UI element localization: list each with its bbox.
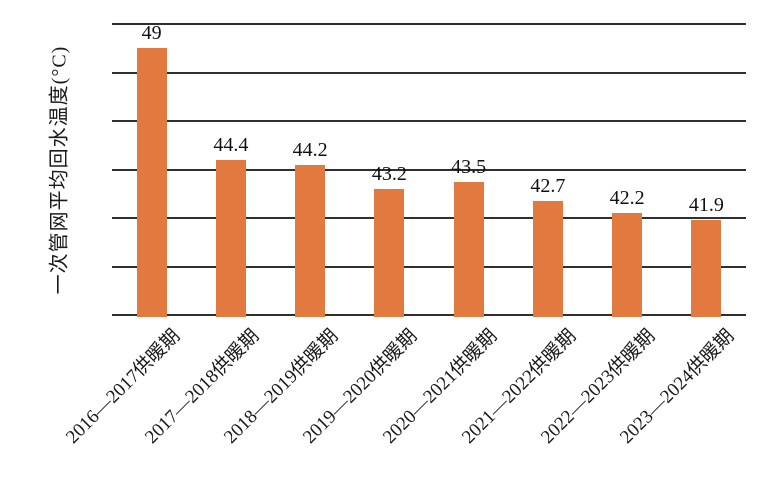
bar-2023—2024供暖期 <box>691 220 722 317</box>
bar-2017—2018供暖期 <box>215 159 246 317</box>
bar-value-label: 44.4 <box>213 133 249 156</box>
gridline-y-50 <box>112 23 746 25</box>
bar-value-label: 43.2 <box>371 162 407 185</box>
bar-value-label: 42.2 <box>609 187 645 210</box>
x-axis: 2016—2017供暖期 2017—2018供暖期 2018—2019供暖期 2019… <box>62 316 746 476</box>
bar-2020—2021供暖期 <box>453 181 484 317</box>
bar-value-label: 42.7 <box>530 175 566 198</box>
gridline-y-48 <box>112 71 746 74</box>
bar-2022—2023供暖期 <box>612 213 643 317</box>
y-axis-label: 一次管网平均回水温度(°C) <box>48 45 71 295</box>
bar-2016—2017供暖期 <box>136 48 167 317</box>
bar-2018—2019供暖期 <box>295 164 326 317</box>
gridline-y-42 <box>112 217 746 219</box>
bar-value-label: 44.2 <box>292 138 328 161</box>
bar-value-label: 43.5 <box>451 155 487 178</box>
bar-2021—2022供暖期 <box>532 201 563 317</box>
gridline-y-44 <box>112 168 746 171</box>
bar-value-label: 41.9 <box>688 194 724 217</box>
gridline-y-46 <box>112 120 746 122</box>
x-axis-baseline <box>112 314 746 316</box>
plot-area: 49 44.4 44.2 43.2 43.5 42.7 42.2 41.9 <box>112 22 746 317</box>
gridline-y-40 <box>112 265 746 268</box>
bar-value-label: 49 <box>141 22 162 45</box>
bar-2019—2020供暖期 <box>374 188 405 317</box>
